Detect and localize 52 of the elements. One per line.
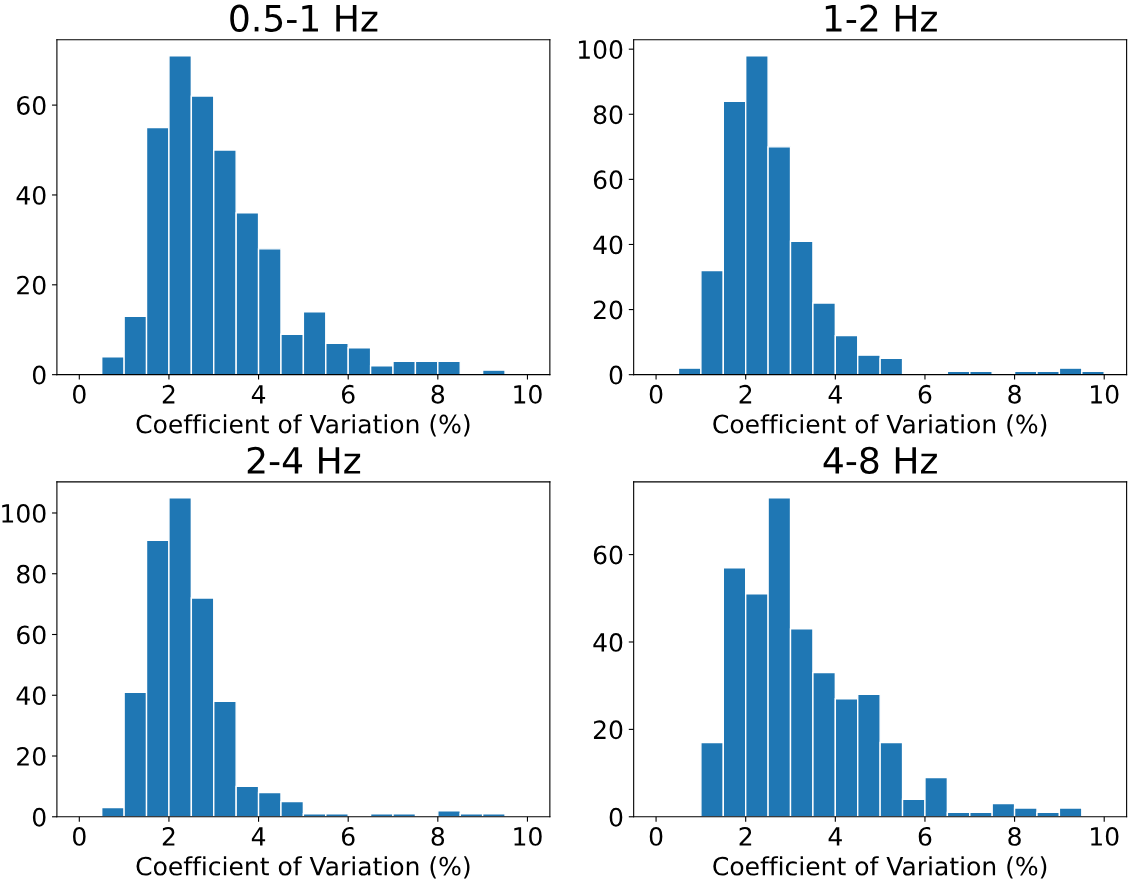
x-tick-label: 10 <box>514 384 542 404</box>
y-tick-label: 60 <box>593 545 623 565</box>
y-tick-label: 40 <box>593 632 623 652</box>
y-tick-label: 40 <box>16 686 46 706</box>
x-tick-label: 4 <box>828 385 842 404</box>
y-tick-label: 60 <box>17 625 46 645</box>
x-tick-label: 0 <box>73 384 86 404</box>
x-tick-label: 8 <box>1008 384 1021 404</box>
x-tick-label: 6 <box>341 826 355 846</box>
y-tick-label: 0 <box>32 807 46 827</box>
chart-title: 1-2 Hz <box>825 4 937 32</box>
x-tick-label: 4 <box>251 827 266 846</box>
x-tick-label: 8 <box>1008 826 1021 846</box>
chart-title: 0.5-1 Hz <box>230 4 378 32</box>
x-tick-label: 6 <box>341 384 355 404</box>
x-tick-label: 4 <box>828 827 842 846</box>
y-tick-label: 100 <box>578 40 623 60</box>
y-tick-label: 0 <box>609 365 623 385</box>
x-tick-label: 2 <box>162 384 175 404</box>
y-tick-label: 0 <box>609 807 623 827</box>
x-tick-label: 0 <box>649 384 663 404</box>
x-tick-label: 10 <box>1091 826 1119 846</box>
x-tick-label: 0 <box>649 826 663 846</box>
x-tick-label: 10 <box>1091 384 1119 404</box>
y-tick-label: 40 <box>16 185 46 205</box>
x-tick-label: 8 <box>431 384 445 404</box>
y-tick-label: 20 <box>593 300 623 320</box>
chart-title: 2-4 Hz <box>247 446 361 474</box>
y-tick-label: 20 <box>593 720 623 740</box>
x-tick-label: 0 <box>73 826 86 846</box>
x-axis-title: Coefficient of Variation (%) <box>136 414 470 437</box>
x-tick-label: 6 <box>918 826 932 846</box>
y-tick-label: 80 <box>17 564 46 584</box>
x-tick-label: 6 <box>918 384 932 404</box>
x-tick-label: 2 <box>739 384 752 404</box>
y-tick-label: 40 <box>593 235 623 255</box>
chart-title: 4-8 Hz <box>823 446 937 475</box>
y-tick-label: 80 <box>593 105 623 125</box>
y-tick-label: 20 <box>17 275 46 295</box>
x-tick-label: 10 <box>514 826 542 846</box>
x-axis-title: Coefficient of Variation (%) <box>136 856 470 879</box>
x-tick-label: 2 <box>162 826 175 846</box>
x-tick-label: 8 <box>431 826 445 846</box>
y-tick-label: 60 <box>17 96 46 115</box>
x-axis-title: Coefficient of Variation (%) <box>713 856 1047 879</box>
y-tick-label: 100 <box>2 503 46 523</box>
x-tick-label: 2 <box>739 826 752 846</box>
y-tick-label: 20 <box>17 746 46 766</box>
x-tick-label: 4 <box>251 385 266 404</box>
y-tick-label: 60 <box>593 170 623 190</box>
y-tick-label: 0 <box>32 365 46 385</box>
x-axis-title: Coefficient of Variation (%) <box>713 414 1047 437</box>
